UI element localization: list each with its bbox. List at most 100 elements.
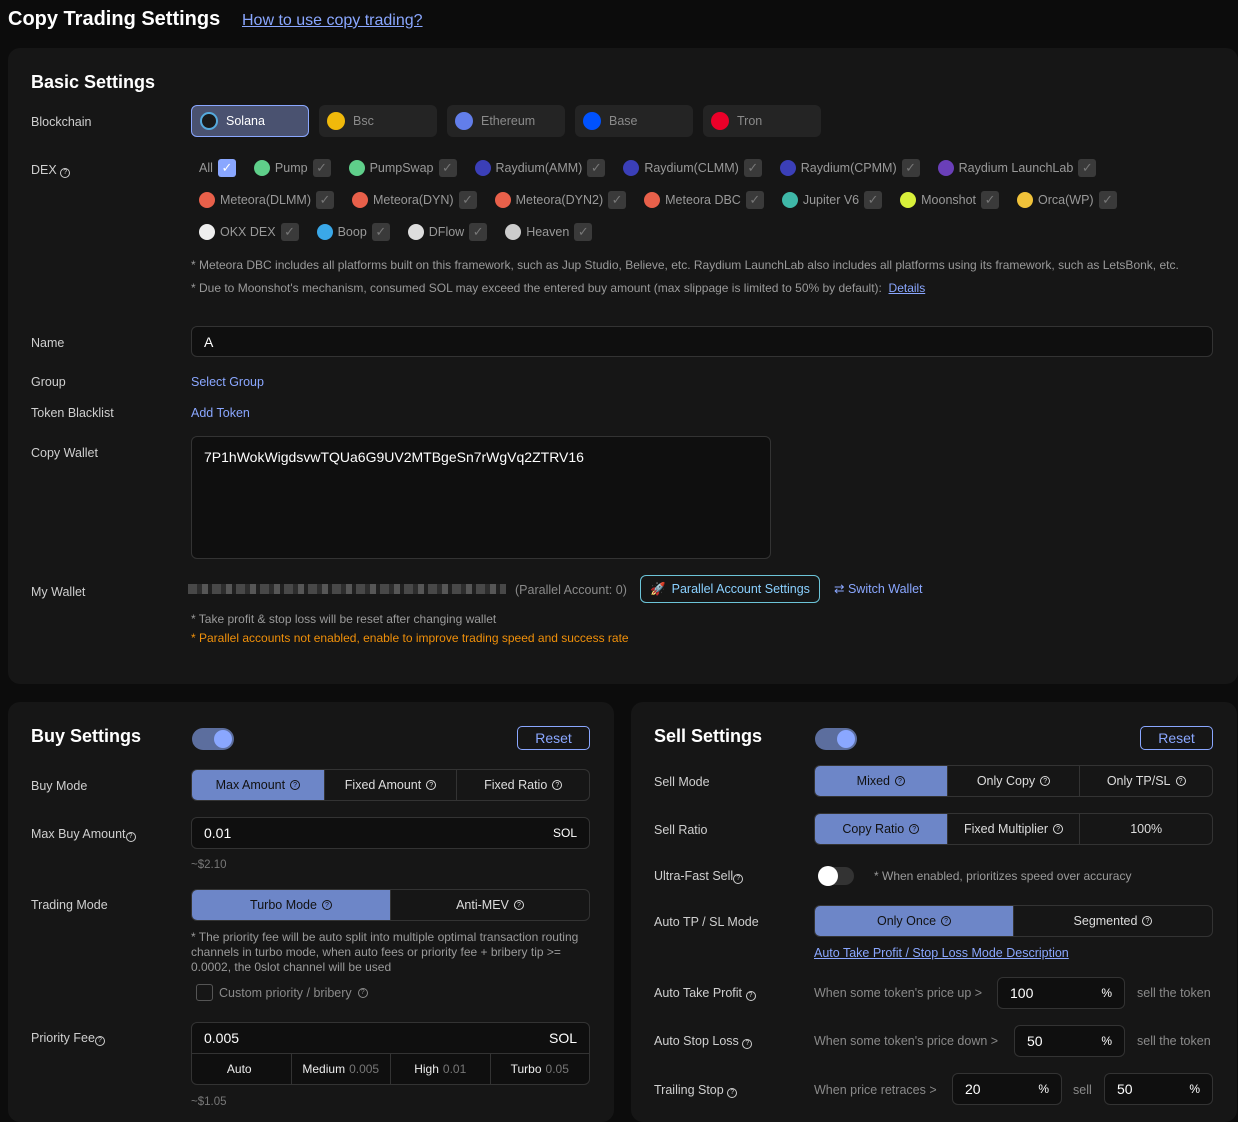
help-icon[interactable]: ?	[94, 1035, 105, 1046]
dex-pump[interactable]: Pump ✓	[253, 158, 331, 178]
dex-okx-dex[interactable]: OKX DEX ✓	[199, 222, 299, 242]
details-link[interactable]: Details	[888, 281, 926, 295]
sell-enabled-toggle[interactable]	[815, 728, 857, 750]
checkbox-checked-icon[interactable]: ✓	[1098, 191, 1117, 209]
checkbox-checked-icon[interactable]: ✓	[608, 191, 627, 209]
select-group-link[interactable]: Select Group	[191, 375, 264, 389]
dex-meteora-dyn[interactable]: Meteora(DYN) ✓	[352, 190, 477, 210]
checkbox-checked-icon[interactable]: ✓	[469, 223, 488, 241]
checkbox-checked-icon[interactable]: ✓	[312, 159, 331, 177]
dex-raydium-clmm[interactable]: Raydium(CLMM) ✓	[623, 158, 762, 178]
checkbox-checked-icon[interactable]: ✓	[458, 191, 477, 209]
sell-mode-mixed[interactable]: Mixed?	[815, 766, 948, 796]
sell-reset-button[interactable]: Reset	[1140, 726, 1213, 750]
input-value: 0.01	[204, 825, 232, 841]
fee-preset-auto[interactable]: Auto	[192, 1054, 292, 1084]
help-icon[interactable]: ?	[733, 873, 744, 884]
priority-fee-input[interactable]: 0.005 SOL	[192, 1023, 589, 1054]
dex-logo-icon	[937, 160, 954, 176]
trading-mode-anti-mev[interactable]: Anti-MEV?	[391, 890, 589, 920]
trading-mode-label: Trading Mode	[31, 898, 108, 912]
dex-dflow[interactable]: DFlow ✓	[407, 222, 488, 242]
help-icon: ?	[1175, 776, 1186, 786]
fee-preset-high[interactable]: High 0.01	[391, 1054, 491, 1084]
dex-moonshot[interactable]: Moonshot ✓	[900, 190, 1000, 210]
preset-value: 0.01	[442, 1062, 467, 1076]
option-label: Only TP/SL	[1106, 774, 1171, 788]
name-input[interactable]: A	[191, 326, 1213, 357]
buy-mode-fixed-ratio[interactable]: Fixed Ratio?	[457, 770, 589, 800]
checkbox-checked-icon[interactable]: ✓	[217, 159, 236, 177]
dex-pumpswap[interactable]: PumpSwap ✓	[348, 158, 457, 178]
checkbox-checked-icon[interactable]: ✓	[280, 223, 299, 241]
buy-mode-max-amount[interactable]: Max Amount?	[192, 770, 325, 800]
chain-ethereum[interactable]: Ethereum	[447, 105, 565, 137]
buy-mode-fixed-amount[interactable]: Fixed Amount?	[325, 770, 458, 800]
checkbox-checked-icon[interactable]: ✓	[1078, 159, 1097, 177]
checkbox-checked-icon[interactable]: ✓	[371, 223, 390, 241]
stop-loss-input[interactable]: 50%	[1014, 1025, 1125, 1057]
tpsl-mode-only-once[interactable]: Only Once?	[815, 906, 1014, 936]
tpsl-mode-segmented[interactable]: Segmented?	[1014, 906, 1212, 936]
fee-preset-medium[interactable]: Medium 0.005	[292, 1054, 391, 1084]
custom-priority-checkbox[interactable]: Custom priority / bribery?	[196, 984, 590, 1001]
dex-raydium-amm[interactable]: Raydium(AMM) ✓	[474, 158, 606, 178]
ultra-fast-sell-toggle[interactable]	[818, 866, 854, 886]
help-link[interactable]: How to use copy trading?	[242, 12, 423, 29]
trading-mode-turbo[interactable]: Turbo Mode?	[192, 890, 391, 920]
checkbox-checked-icon[interactable]: ✓	[981, 191, 1000, 209]
tpsl-description-link[interactable]: Auto Take Profit / Stop Loss Mode Descri…	[814, 946, 1069, 960]
sell-ratio-copy[interactable]: Copy Ratio?	[815, 814, 948, 844]
checkbox-checked-icon[interactable]: ✓	[864, 191, 883, 209]
switch-wallet-button[interactable]: ⇄ Switch Wallet	[834, 581, 923, 596]
max-buy-usd: ~$2.10	[191, 859, 227, 871]
checkbox-icon[interactable]	[196, 984, 213, 1001]
chain-solana[interactable]: Solana	[191, 105, 309, 137]
trailing-retrace-input[interactable]: 20%	[952, 1073, 1062, 1105]
help-icon[interactable]: ?	[745, 990, 756, 1001]
help-icon: ?	[321, 900, 332, 910]
preset-label: Auto	[226, 1062, 252, 1076]
dex-jupiter-v6[interactable]: Jupiter V6 ✓	[781, 190, 883, 210]
max-buy-amount-input[interactable]: 0.01 SOL	[191, 817, 590, 849]
add-token-link[interactable]: Add Token	[191, 406, 250, 420]
chain-bsc[interactable]: Bsc	[319, 105, 437, 137]
take-profit-input[interactable]: 100%	[997, 977, 1125, 1009]
sell-ratio-100[interactable]: 100%	[1080, 814, 1212, 844]
checkbox-checked-icon[interactable]: ✓	[587, 159, 606, 177]
checkbox-checked-icon[interactable]: ✓	[745, 191, 764, 209]
checkbox-checked-icon[interactable]: ✓	[743, 159, 762, 177]
help-icon[interactable]: ?	[727, 1087, 738, 1098]
sell-mode-only-copy[interactable]: Only Copy?	[948, 766, 1081, 796]
dex-heaven[interactable]: Heaven ✓	[505, 222, 593, 242]
name-value: A	[204, 333, 214, 350]
buy-reset-button[interactable]: Reset	[517, 726, 590, 750]
sell-ratio-fixed-multiplier[interactable]: Fixed Multiplier?	[948, 814, 1081, 844]
checkbox-checked-icon[interactable]: ✓	[901, 159, 920, 177]
checkbox-checked-icon[interactable]: ✓	[438, 159, 457, 177]
dex-all[interactable]: All ✓	[199, 158, 236, 178]
checkbox-checked-icon[interactable]: ✓	[316, 191, 334, 209]
dex-meteora-dyn2[interactable]: Meteora(DYN2) ✓	[494, 190, 627, 210]
checkbox-checked-icon[interactable]: ✓	[574, 223, 593, 241]
dex-raydium-cpmm[interactable]: Raydium(CPMM) ✓	[779, 158, 920, 178]
dex-raydium-launchlab[interactable]: Raydium LaunchLab ✓	[937, 158, 1097, 178]
dex-meteora-dbc[interactable]: Meteora DBC ✓	[644, 190, 764, 210]
chain-tron[interactable]: Tron	[703, 105, 821, 137]
help-icon[interactable]: ?	[125, 831, 136, 842]
fee-preset-turbo[interactable]: Turbo 0.05	[491, 1054, 590, 1084]
parallel-account-settings-button[interactable]: 🚀 Parallel Account Settings	[640, 575, 820, 603]
help-icon[interactable]: ?	[742, 1038, 753, 1049]
trailing-sell-input[interactable]: 50%	[1104, 1073, 1213, 1105]
chain-base[interactable]: Base	[575, 105, 693, 137]
dex-meteora-dlmm[interactable]: Meteora(DLMM) ✓	[199, 190, 334, 210]
copy-wallet-textarea[interactable]: 7P1hWokWigdsvwTQUa6G9UV2MTBgeSn7rWgVq2ZT…	[191, 436, 771, 559]
sell-mode-only-tpsl[interactable]: Only TP/SL?	[1080, 766, 1212, 796]
dex-orca-wp[interactable]: Orca(WP) ✓	[1017, 190, 1117, 210]
option-label: Segmented	[1073, 914, 1138, 928]
page-title: Copy Trading Settings	[8, 8, 221, 30]
buy-enabled-toggle[interactable]	[192, 728, 234, 750]
buy-settings-title: Buy Settings	[31, 726, 142, 746]
help-icon[interactable]: ?	[60, 167, 71, 178]
dex-boop[interactable]: Boop ✓	[316, 222, 390, 242]
